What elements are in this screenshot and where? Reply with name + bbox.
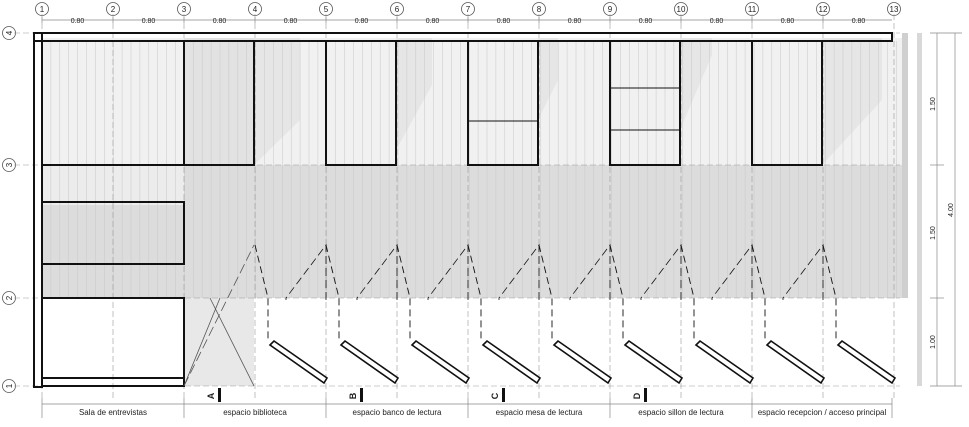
bay-dimension-label: 0.80 <box>497 18 511 25</box>
space-label-recepcion: espacio recepcion / acceso principal <box>758 408 887 417</box>
door-opening-line <box>609 244 624 342</box>
section-marker-b: B <box>348 392 358 399</box>
column-marker-11: 11 <box>745 2 759 16</box>
dim-middle: 1.50 <box>930 226 937 240</box>
door-leaf <box>694 339 755 385</box>
floor-hatch-lines <box>41 41 897 298</box>
column-label: 5 <box>324 5 329 14</box>
column-label: 3 <box>182 5 187 14</box>
space-label-sillon: espacio sillon de lectura <box>638 408 724 417</box>
column-label: 4 <box>253 5 258 14</box>
bay-dimension-label: 0.80 <box>710 18 724 25</box>
column-marker-5: 5 <box>319 2 333 16</box>
bay-dimension-label: 0.80 <box>568 18 582 25</box>
column-marker-8: 8 <box>532 2 546 16</box>
column-marker-7: 7 <box>461 2 475 16</box>
door-opening-line <box>751 244 766 342</box>
right-wall-strip <box>902 33 922 386</box>
column-marker-13: 13 <box>887 2 901 16</box>
door-opening-line <box>538 244 553 342</box>
row-axis-markers: 1 2 3 4 <box>2 26 16 393</box>
bay-dimension-label: 0.80 <box>852 18 866 25</box>
column-marker-10: 10 <box>674 2 688 16</box>
door-swings <box>254 243 897 385</box>
shaded-zones <box>42 38 902 386</box>
column-label: 1 <box>40 5 45 14</box>
door-opening-line <box>254 244 269 342</box>
top-dimension-labels: 0.80 0.80 0.80 0.80 0.80 0.80 0.80 0.80 0.80 0.80… <box>41 17 866 25</box>
column-marker-12: 12 <box>816 2 830 16</box>
section-marker-c: C <box>490 392 500 399</box>
bay-dimension-label: 0.80 <box>639 18 653 25</box>
door-leaf <box>339 339 400 385</box>
door-leaf <box>481 339 542 385</box>
column-label: 9 <box>608 5 613 14</box>
door-leaf <box>552 339 613 385</box>
column-marker-6: 6 <box>390 2 404 16</box>
column-label: 12 <box>819 5 828 14</box>
bay-dimension-label: 0.80 <box>142 18 156 25</box>
space-label-biblioteca: espacio biblioteca <box>223 408 287 417</box>
column-marker-1: 1 <box>35 2 49 16</box>
row-label: 1 <box>5 383 14 388</box>
row-label: 3 <box>5 162 14 167</box>
row-marker-2: 2 <box>2 291 16 305</box>
column-label: 10 <box>677 5 686 14</box>
door-opening-line <box>680 244 695 342</box>
door-leaf <box>836 339 897 385</box>
row-marker-3: 3 <box>2 158 16 172</box>
door-leaf <box>410 339 471 385</box>
furniture-subdivisions <box>468 87 680 131</box>
door-leaf <box>268 339 329 385</box>
row-marker-4: 4 <box>2 26 16 40</box>
dim-lower: 1.00 <box>930 335 937 349</box>
column-marker-4: 4 <box>248 2 262 16</box>
library-door-lines <box>183 244 255 387</box>
bay-dimension-label: 0.80 <box>355 18 369 25</box>
column-marker-9: 9 <box>603 2 617 16</box>
door-opening-line <box>467 244 482 342</box>
row-label: 4 <box>5 30 14 35</box>
door-opening-line <box>822 244 837 342</box>
column-label: 7 <box>466 5 471 14</box>
door-opening-line <box>325 244 340 342</box>
furniture <box>41 40 823 379</box>
column-marker-3: 3 <box>177 2 191 16</box>
bay-dimension-label: 0.80 <box>284 18 298 25</box>
column-label: 13 <box>890 5 899 14</box>
column-label: 8 <box>537 5 542 14</box>
space-label-bar <box>41 398 893 418</box>
row-marker-1: 1 <box>2 379 16 393</box>
space-label-banco: espacio banco de lectura <box>353 408 443 417</box>
column-label: 6 <box>395 5 400 14</box>
door-leaf <box>623 339 684 385</box>
dim-upper: 1.50 <box>930 97 937 111</box>
column-axis-markers: 1 2 3 4 5 6 7 8 9 10 11 12 13 <box>35 2 901 16</box>
column-marker-2: 2 <box>106 2 120 16</box>
section-marker-d: D <box>632 392 642 399</box>
section-markers: A B C D <box>206 388 647 402</box>
space-label-mesa: espacio mesa de lectura <box>496 408 583 417</box>
door-leaf <box>765 339 826 385</box>
bay-dimension-label: 0.80 <box>781 18 795 25</box>
column-label: 11 <box>748 5 757 14</box>
door-opening-line <box>396 244 411 342</box>
section-marker-a: A <box>206 392 216 399</box>
row-label: 2 <box>5 295 14 300</box>
bay-dimension-label: 0.80 <box>71 18 85 25</box>
dim-total: 4.00 <box>948 203 955 217</box>
bay-dimension-label: 0.80 <box>213 18 227 25</box>
space-label-entrevistas: Sala de entrevistas <box>79 408 147 417</box>
column-label: 2 <box>111 5 116 14</box>
bay-dimension-label: 0.80 <box>426 18 440 25</box>
right-dimensions <box>930 32 962 387</box>
